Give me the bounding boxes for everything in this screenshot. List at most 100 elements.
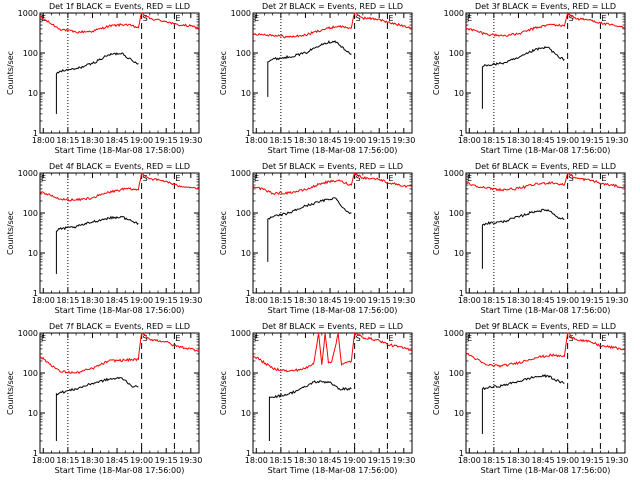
x-tick-label: 18:00 <box>32 456 55 465</box>
y-tick-label: 100 <box>236 209 251 218</box>
plot-frame <box>252 172 413 294</box>
x-tick-label: 18:30 <box>294 456 317 465</box>
y-tick-label: 100 <box>449 209 464 218</box>
x-axis-label: Start Time (18-Mar-08 17:56:00) <box>268 466 398 475</box>
events-series-line <box>267 40 352 97</box>
x-axis-label: Start Time (18-Mar-08 17:56:00) <box>55 306 185 315</box>
plot-frame <box>39 172 200 294</box>
x-tick-label: 19:30 <box>179 456 202 465</box>
x-tick-label: 18:30 <box>81 296 104 305</box>
x-tick-label: 18:00 <box>32 136 55 145</box>
panel-8: Det 8f BLACK = Events, RED = LLD 1 10 100 10… <box>219 322 415 475</box>
x-tick-label: 18:30 <box>81 136 104 145</box>
lld-series-line <box>252 12 413 39</box>
x-tick-label: 18:00 <box>245 136 268 145</box>
y-tick-label: 100 <box>449 49 464 58</box>
y-tick-label: 100 <box>449 369 464 378</box>
panel-title: Det 7f BLACK = Events, RED = LLD <box>49 322 190 331</box>
y-tick-label: 1000 <box>231 9 251 18</box>
x-axis-label: Start Time (18-Mar-08 17:56:00) <box>481 466 611 475</box>
y-tick-label: 1 <box>459 449 464 458</box>
x-tick-label: 19:15 <box>155 296 178 305</box>
y-tick-label: 10 <box>454 249 464 258</box>
x-tick-label: 18:45 <box>532 456 555 465</box>
event-marker-label: E <box>388 14 393 23</box>
x-tick-label: 19:00 <box>130 136 153 145</box>
y-axis-label: Counts/sec <box>219 371 228 415</box>
x-tick-label: 18:15 <box>56 296 79 305</box>
x-tick-label: 19:15 <box>368 136 391 145</box>
plot-frame <box>39 12 200 134</box>
event-marker-label: E <box>175 174 180 183</box>
x-tick-label: 18:45 <box>319 456 342 465</box>
x-tick-label: 19:15 <box>155 456 178 465</box>
x-axis-label: Start Time (18-Mar-08 17:58:00) <box>55 146 185 155</box>
x-tick-label: 18:00 <box>245 296 268 305</box>
y-tick-label: 1 <box>33 449 38 458</box>
panel-4: Det 4f BLACK = Events, RED = LLD 1 10 100 10… <box>6 162 202 315</box>
x-tick-label: 18:45 <box>106 456 129 465</box>
y-axis-label: Counts/sec <box>219 51 228 95</box>
y-tick-label: 1 <box>246 449 251 458</box>
event-marker-label: S <box>356 14 361 23</box>
lld-series-line <box>252 331 413 373</box>
panel-title: Det 6f BLACK = Events, RED = LLD <box>475 162 616 171</box>
y-tick-label: 10 <box>454 89 464 98</box>
x-tick-label: 18:30 <box>507 136 530 145</box>
lld-series-line <box>39 172 200 202</box>
lld-series-line <box>465 11 626 37</box>
x-tick-label: 19:00 <box>556 296 579 305</box>
panel-3: Det 3f BLACK = Events, RED = LLD 1 10 100 10… <box>432 2 628 155</box>
x-tick-label: 18:00 <box>458 136 481 145</box>
event-marker-label: E <box>467 174 472 183</box>
x-tick-label: 19:00 <box>556 136 579 145</box>
x-tick-label: 19:30 <box>179 136 202 145</box>
panel-2: Det 2f BLACK = Events, RED = LLD 1 10 100 10… <box>219 2 415 155</box>
y-tick-label: 1 <box>459 289 464 298</box>
x-tick-label: 18:15 <box>269 136 292 145</box>
event-marker-label: E <box>467 14 472 23</box>
plot-frame <box>252 332 413 454</box>
plot-frame <box>465 332 626 454</box>
event-marker-label: E <box>467 334 472 343</box>
event-marker-label: E <box>254 334 259 343</box>
x-axis-label: Start Time (18-Mar-08 17:56:00) <box>268 306 398 315</box>
x-tick-label: 18:45 <box>532 136 555 145</box>
events-series-line <box>55 376 139 441</box>
x-tick-label: 19:15 <box>368 296 391 305</box>
x-tick-label: 18:30 <box>81 456 104 465</box>
events-series-line <box>481 373 565 434</box>
x-tick-label: 18:15 <box>482 296 505 305</box>
event-marker-label: S <box>143 14 148 23</box>
x-tick-label: 18:00 <box>458 296 481 305</box>
x-tick-label: 19:30 <box>605 296 628 305</box>
event-marker-label: S <box>356 334 361 343</box>
x-tick-label: 19:15 <box>581 456 604 465</box>
event-marker-label: E <box>41 334 46 343</box>
x-axis-label: Start Time (18-Mar-08 17:56:00) <box>55 466 185 475</box>
events-series-line <box>268 380 352 441</box>
y-tick-label: 1 <box>33 129 38 138</box>
panel-title: Det 4f BLACK = Events, RED = LLD <box>49 162 190 171</box>
panel-7: Det 7f BLACK = Events, RED = LLD 1 10 100 10… <box>6 322 202 475</box>
lld-series-line <box>39 332 200 375</box>
y-tick-label: 1 <box>459 129 464 138</box>
event-marker-label: E <box>175 14 180 23</box>
x-tick-label: 19:15 <box>581 296 604 305</box>
x-tick-label: 19:30 <box>605 456 628 465</box>
x-tick-label: 19:15 <box>581 136 604 145</box>
x-tick-label: 19:00 <box>556 456 579 465</box>
panel-5: Det 5f BLACK = Events, RED = LLD 1 10 100 10… <box>219 162 415 315</box>
y-tick-label: 10 <box>28 89 38 98</box>
x-tick-label: 18:45 <box>319 296 342 305</box>
panel-title: Det 8f BLACK = Events, RED = LLD <box>262 322 403 331</box>
y-tick-label: 10 <box>454 409 464 418</box>
y-tick-label: 100 <box>236 369 251 378</box>
x-tick-label: 18:15 <box>269 296 292 305</box>
y-tick-label: 10 <box>241 409 251 418</box>
y-tick-label: 10 <box>241 249 251 258</box>
x-tick-label: 18:00 <box>458 456 481 465</box>
event-marker-label: S <box>569 334 574 343</box>
x-tick-label: 18:00 <box>245 456 268 465</box>
events-series-line <box>481 208 565 269</box>
